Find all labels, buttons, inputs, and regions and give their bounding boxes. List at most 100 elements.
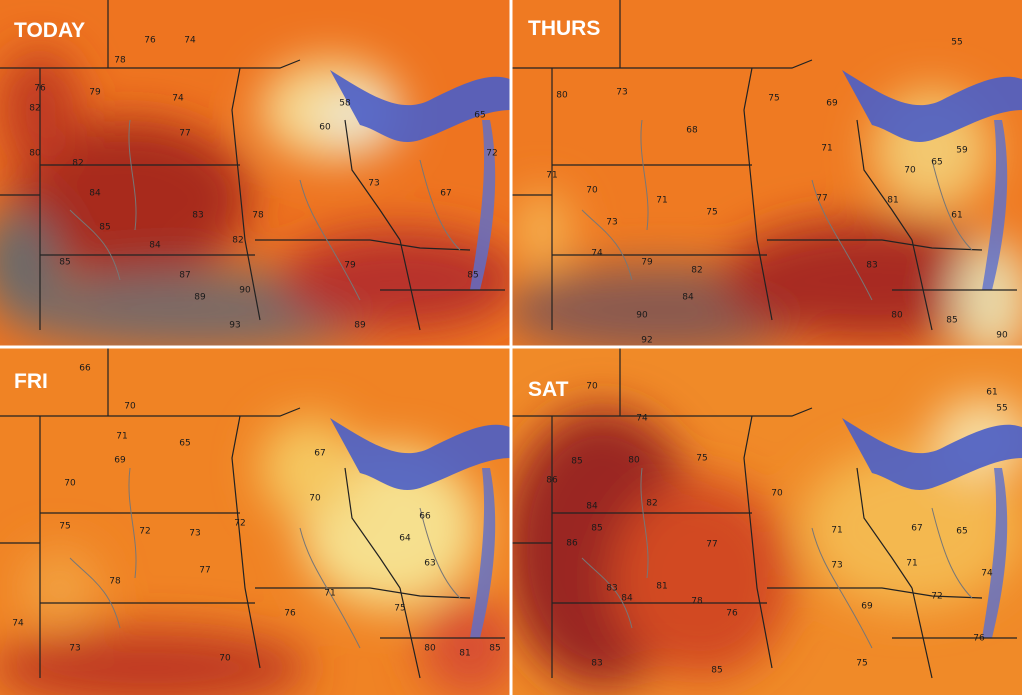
temperature-label: 76 — [34, 84, 46, 94]
temperature-label: 90 — [996, 331, 1008, 341]
temperature-label: 84 — [89, 189, 101, 199]
temperature-label: 75 — [768, 94, 779, 104]
temperature-label: 71 — [546, 171, 557, 181]
temperature-label: 60 — [319, 123, 331, 133]
temperature-label: 71 — [324, 589, 335, 599]
temperature-label: 85 — [467, 271, 478, 281]
temperature-label: 92 — [641, 336, 652, 346]
temperature-label: 86 — [566, 539, 578, 549]
temperature-label: 78 — [109, 577, 121, 587]
temperature-label: 82 — [232, 236, 243, 246]
temperature-label: 93 — [229, 321, 240, 331]
temperature-label: 59 — [956, 146, 968, 156]
temperature-label: 85 — [489, 644, 500, 654]
temperature-label: 67 — [911, 524, 922, 534]
temperature-label: 79 — [344, 261, 356, 271]
temperature-label: 67 — [314, 449, 325, 459]
panel-title: FRI — [14, 370, 48, 393]
temperature-label: 76 — [973, 634, 985, 644]
temperature-label: 76 — [726, 609, 738, 619]
temperature-label: 72 — [931, 592, 942, 602]
temperature-label: 84 — [682, 293, 694, 303]
temperature-label: 85 — [571, 457, 582, 467]
temperature-label: 65 — [474, 111, 485, 121]
panel — [512, 0, 1022, 347]
temperature-label: 55 — [951, 38, 962, 48]
temperature-label: 85 — [946, 316, 957, 326]
panel-title: THURS — [528, 17, 600, 40]
temperature-label: 70 — [219, 654, 231, 664]
temperature-label: 66 — [419, 512, 431, 522]
temperature-label: 72 — [139, 527, 150, 537]
temperature-label: 71 — [821, 144, 832, 154]
temperature-label: 70 — [309, 494, 321, 504]
temperature-label: 74 — [172, 94, 184, 104]
temperature-label: 58 — [339, 99, 351, 109]
panel — [512, 348, 1022, 695]
temperature-label: 77 — [199, 566, 210, 576]
temperature-label: 83 — [866, 261, 877, 271]
temperature-label: 71 — [906, 559, 917, 569]
temperature-label: 78 — [252, 211, 264, 221]
temperature-label: 65 — [179, 439, 190, 449]
temperature-label: 61 — [986, 388, 997, 398]
temperature-label: 83 — [591, 659, 602, 669]
panel-title: SAT — [528, 378, 569, 401]
temperature-label: 85 — [711, 666, 722, 676]
temperature-label: 70 — [586, 382, 598, 392]
temperature-label: 74 — [981, 569, 993, 579]
temperature-label: 84 — [586, 502, 598, 512]
temperature-label: 71 — [116, 432, 127, 442]
temperature-label: 81 — [656, 582, 667, 592]
temperature-label: 73 — [368, 179, 379, 189]
temperature-label: 89 — [354, 321, 366, 331]
temperature-label: 64 — [399, 534, 411, 544]
temperature-label: 82 — [691, 266, 702, 276]
temperature-label: 55 — [996, 404, 1007, 414]
temperature-label: 80 — [424, 644, 436, 654]
temperature-label: 72 — [234, 519, 245, 529]
panel-title: TODAY — [14, 19, 85, 42]
temperature-label: 85 — [591, 524, 602, 534]
temperature-label: 79 — [641, 258, 653, 268]
temperature-label: 74 — [12, 619, 24, 629]
temperature-label: 79 — [89, 88, 101, 98]
temperature-label: 81 — [459, 649, 470, 659]
temperature-label: 81 — [887, 196, 898, 206]
temperature-label: 69 — [114, 456, 126, 466]
temperature-label: 71 — [831, 526, 842, 536]
temperature-label: 90 — [636, 311, 648, 321]
temperature-label: 87 — [179, 271, 190, 281]
temperature-label: 82 — [646, 499, 657, 509]
temperature-label: 73 — [831, 561, 842, 571]
temperature-label: 76 — [284, 609, 296, 619]
temperature-label: 85 — [59, 258, 70, 268]
temperature-label: 80 — [628, 456, 640, 466]
temperature-label: 70 — [586, 186, 598, 196]
temperature-label: 65 — [956, 527, 967, 537]
temperature-label: 74 — [591, 249, 603, 259]
temperature-label: 66 — [79, 364, 91, 374]
temperature-label: 74 — [636, 414, 648, 424]
temperature-label: 73 — [606, 218, 617, 228]
temperature-label: 67 — [440, 189, 451, 199]
temperature-label: 72 — [486, 149, 497, 159]
temperature-label: 73 — [69, 644, 80, 654]
temperature-label: 77 — [706, 540, 717, 550]
temperature-label: 84 — [149, 241, 161, 251]
temperature-label: 70 — [124, 402, 136, 412]
temperature-label: 86 — [546, 476, 558, 486]
temperature-label: 70 — [64, 479, 76, 489]
temperature-label: 78 — [691, 597, 703, 607]
temperature-label: 73 — [616, 88, 627, 98]
temperature-label: 85 — [99, 223, 110, 233]
temperature-label: 73 — [189, 529, 200, 539]
temperature-label: 83 — [192, 211, 203, 221]
temperature-label: 69 — [826, 99, 838, 109]
temperature-label: 80 — [29, 149, 41, 159]
temperature-label: 83 — [606, 584, 617, 594]
temperature-label: 76 — [144, 36, 156, 46]
temperature-label: 61 — [951, 211, 962, 221]
temperature-label: 80 — [556, 91, 568, 101]
